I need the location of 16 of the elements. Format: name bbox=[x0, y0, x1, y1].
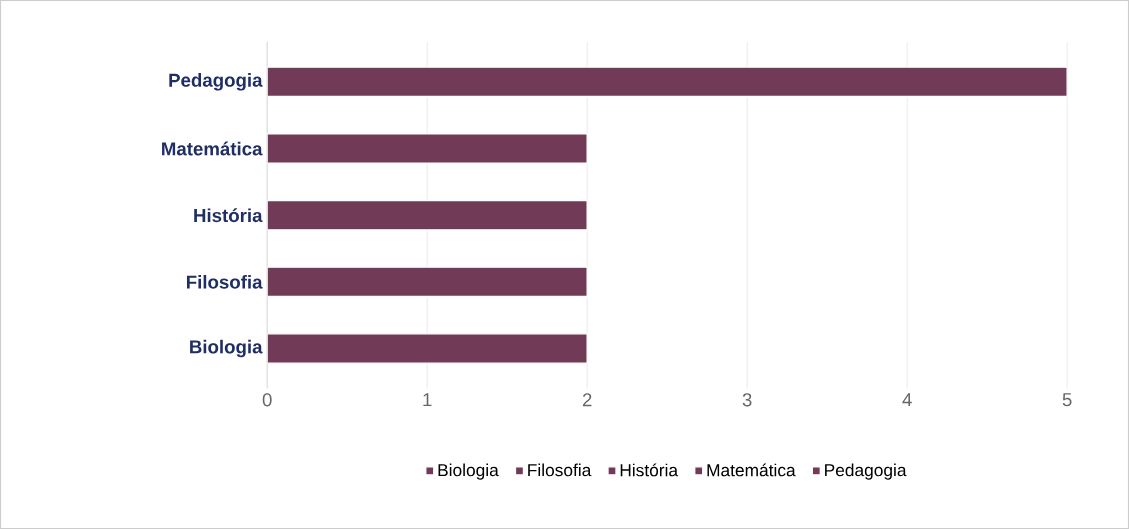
x-tick-label: 1 bbox=[423, 393, 432, 407]
legend-label: Pedagogia bbox=[825, 463, 907, 480]
y-tick-label: Pedagogia bbox=[169, 73, 263, 91]
legend-label: Biologia bbox=[438, 463, 499, 480]
y-tick-label: Matemática bbox=[162, 141, 263, 156]
x-tick-label: 5 bbox=[1062, 393, 1072, 407]
legend-label: Matemática bbox=[707, 463, 796, 477]
legend-label: Filosofia bbox=[528, 463, 592, 477]
x-tick-label: 3 bbox=[742, 393, 752, 407]
x-tick-label: 2 bbox=[582, 393, 592, 407]
y-tick-label: História bbox=[194, 208, 263, 223]
legend-label: História bbox=[620, 463, 679, 477]
x-tick-label: 0 bbox=[262, 393, 272, 407]
y-tick-label: Filosofia bbox=[186, 274, 263, 289]
y-tick-label: Biologia bbox=[190, 339, 263, 358]
x-tick-label: 4 bbox=[902, 393, 912, 407]
